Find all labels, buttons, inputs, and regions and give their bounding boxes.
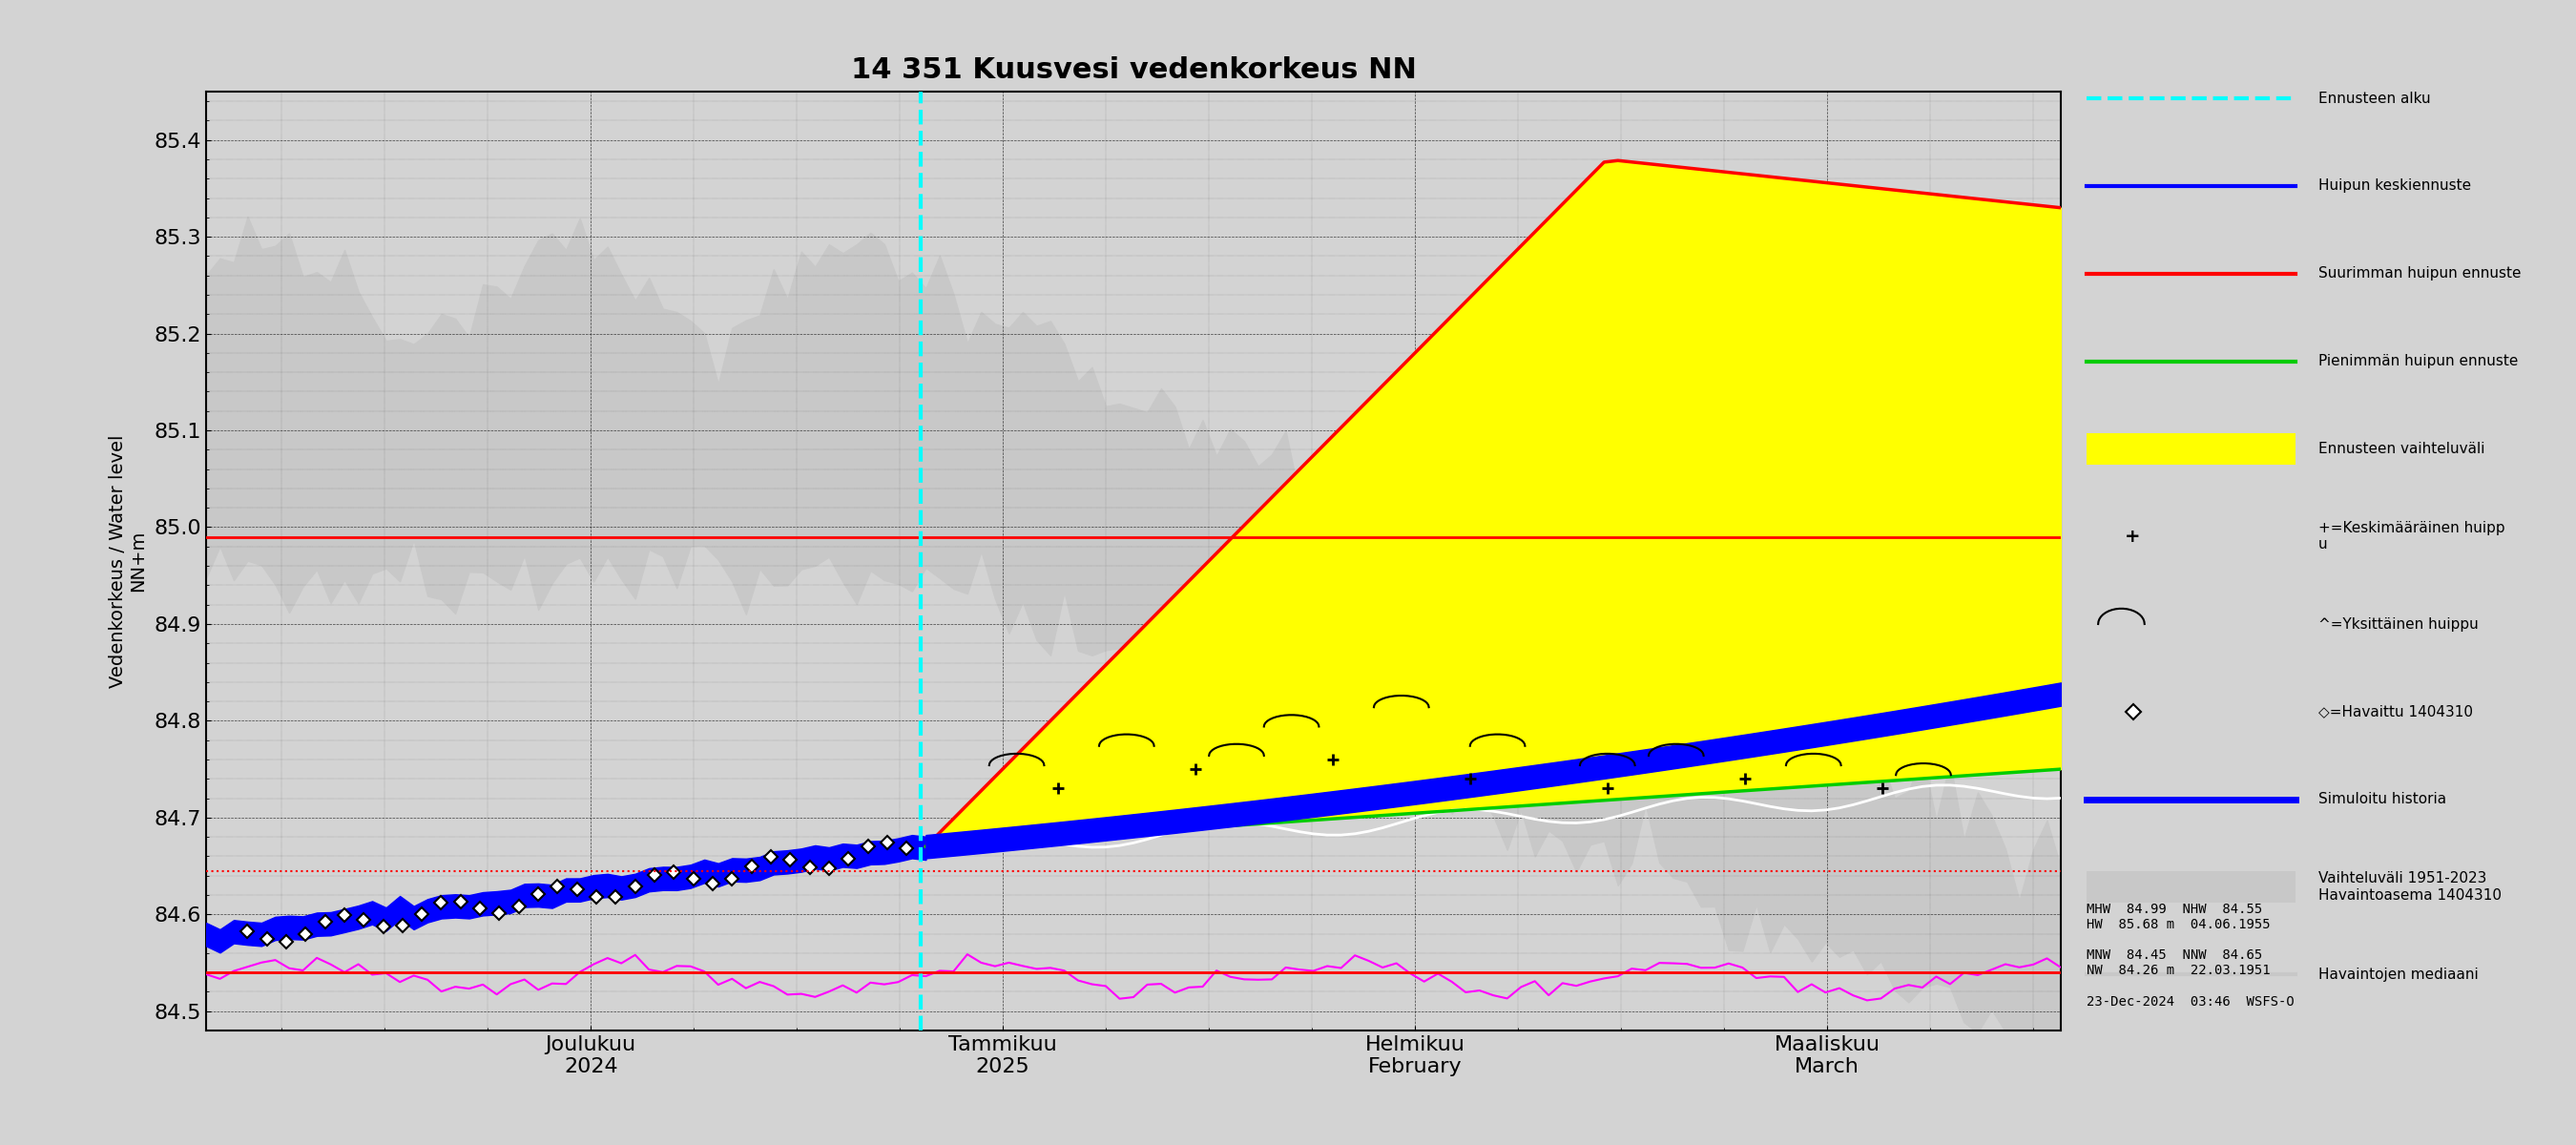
Text: MHW  84.99  NHW  84.55
HW  85.68 m  04.06.1955

MNW  84.45  NNW  84.65
NW  84.26: MHW 84.99 NHW 84.55 HW 85.68 m 04.06.195…	[2087, 902, 2295, 1009]
Text: +: +	[2125, 528, 2141, 545]
FancyBboxPatch shape	[2087, 871, 2295, 902]
Text: Vaihteluväli 1951-2023
Havaintoasema 1404310: Vaihteluväli 1951-2023 Havaintoasema 140…	[2318, 871, 2501, 902]
Text: +=Keskimääräinen huipp
u: +=Keskimääräinen huipp u	[2318, 521, 2504, 552]
Text: Suurimman huipun ennuste: Suurimman huipun ennuste	[2318, 267, 2522, 281]
Text: Ennusteen alku: Ennusteen alku	[2318, 92, 2432, 105]
Text: Simuloitu historia: Simuloitu historia	[2318, 792, 2447, 806]
Text: Ennusteen vaihteluväli: Ennusteen vaihteluväli	[2318, 442, 2486, 456]
Text: ◇=Havaittu 1404310: ◇=Havaittu 1404310	[2318, 704, 2473, 719]
Text: Pienimmän huipun ennuste: Pienimmän huipun ennuste	[2318, 354, 2519, 369]
Text: ^=Yksittäinen huippu: ^=Yksittäinen huippu	[2318, 617, 2478, 631]
Text: Havaintojen mediaani: Havaintojen mediaani	[2318, 968, 2478, 981]
Text: Huipun keskiennuste: Huipun keskiennuste	[2318, 179, 2470, 194]
FancyBboxPatch shape	[2087, 434, 2295, 465]
Y-axis label: Vedenkorkeus / Water level
NN+m: Vedenkorkeus / Water level NN+m	[108, 434, 147, 688]
Title: 14 351 Kuusvesi vedenkorkeus NN: 14 351 Kuusvesi vedenkorkeus NN	[850, 56, 1417, 84]
